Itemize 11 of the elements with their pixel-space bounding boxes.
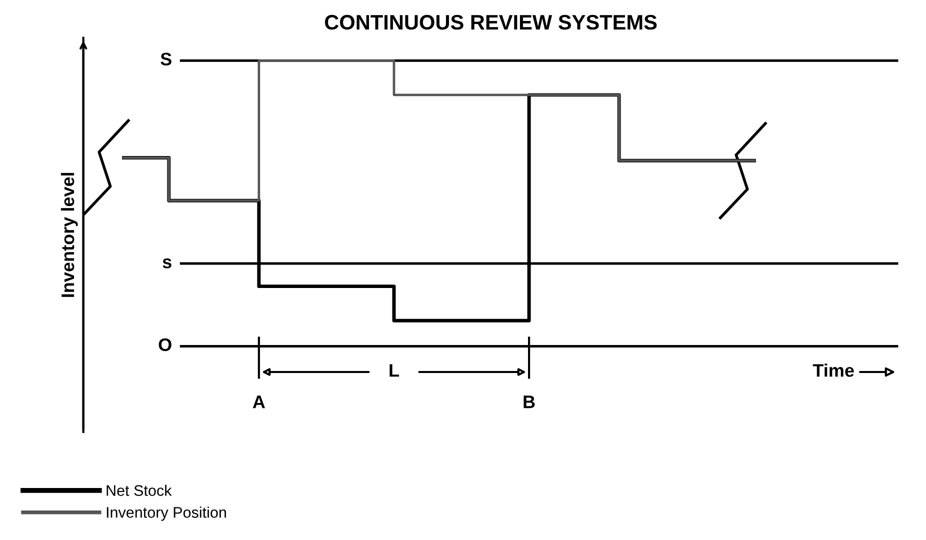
ref-line-label: S — [160, 52, 172, 66]
chart-title: CONTINUOUS REVIEW SYSTEMS — [324, 14, 657, 30]
y-axis-title: Inventory level — [60, 172, 78, 297]
text: Time — [812, 364, 854, 377]
ref-line-label: O — [158, 338, 172, 352]
text: A — [252, 396, 265, 408]
text: L — [390, 364, 399, 377]
ref-line-label: s — [162, 258, 172, 268]
legend-label: Inventory Position — [106, 506, 226, 521]
text: B — [524, 396, 535, 408]
legend-label: Net Stock — [106, 484, 172, 496]
